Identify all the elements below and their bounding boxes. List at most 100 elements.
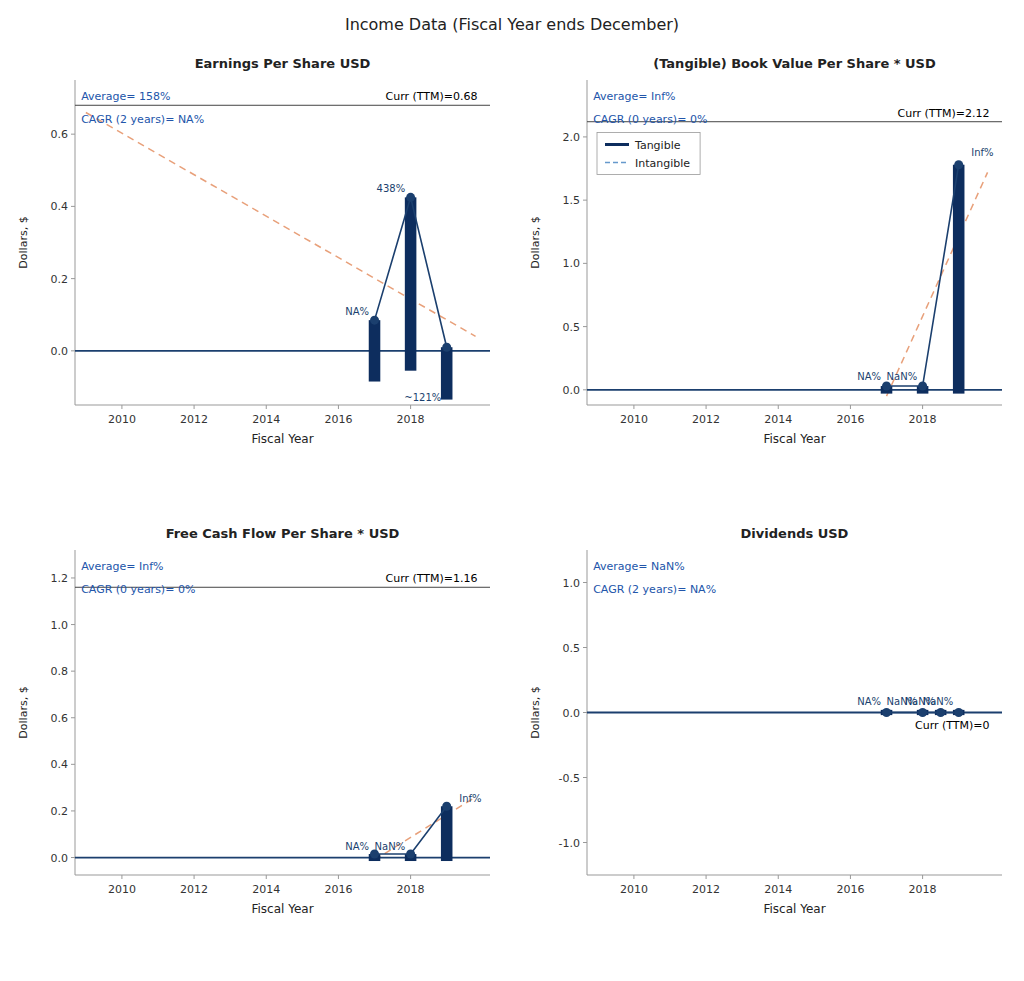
x-tick	[410, 405, 411, 409]
baseline	[75, 350, 490, 352]
y-tick	[71, 671, 75, 672]
y-axis-line	[75, 550, 76, 875]
stats-text: Average= 158%	[81, 90, 170, 103]
x-tick	[338, 875, 339, 879]
x-tick-label: 2016	[836, 413, 864, 426]
y-tick	[583, 389, 587, 390]
legend-label: Tangible	[634, 139, 681, 152]
y-tick	[583, 712, 587, 713]
y-tick	[71, 810, 75, 811]
bar	[405, 197, 417, 370]
y-tick-label: -0.5	[559, 772, 580, 785]
y-tick-label: 0.6	[51, 712, 69, 725]
current-label: Curr (TTM)=2.12	[898, 107, 990, 120]
y-tick-label: -1.0	[559, 837, 580, 850]
x-tick-label: 2018	[909, 413, 937, 426]
x-tick	[850, 875, 851, 879]
x-axis-label: Fiscal Year	[763, 432, 825, 446]
legend-label: Intangible	[635, 157, 690, 170]
bar	[953, 165, 965, 394]
x-axis-line	[75, 405, 490, 406]
point	[370, 316, 379, 325]
subplot: Dividends USD-1.0-0.50.00.51.02010201220…	[529, 526, 1002, 916]
x-tick-label: 2014	[764, 413, 792, 426]
layer-front	[882, 160, 963, 390]
y-tick	[71, 624, 75, 625]
y-axis-line	[587, 80, 588, 405]
x-tick-label: 2016	[324, 413, 352, 426]
layer-front	[882, 708, 963, 717]
layer-front	[370, 802, 451, 859]
plot-area	[75, 587, 490, 861]
y-tick	[71, 717, 75, 718]
layer-reference	[587, 122, 1002, 390]
subplot-title: (Tangible) Book Value Per Share * USD	[653, 56, 936, 71]
annotation: NaN%	[375, 841, 406, 852]
bar	[441, 347, 453, 399]
y-tick	[71, 350, 75, 351]
y-tick-label: 0.5	[563, 642, 581, 655]
point	[882, 382, 891, 391]
x-tick-label: 2018	[397, 413, 425, 426]
y-tick-label: 0.4	[51, 758, 69, 771]
point	[406, 850, 415, 859]
x-tick-label: 2010	[620, 883, 648, 896]
y-tick-label: 2.0	[563, 131, 581, 144]
x-tick	[633, 405, 634, 409]
x-tick	[850, 405, 851, 409]
y-axis-line	[75, 80, 76, 405]
x-tick	[633, 875, 634, 879]
y-tick-label: 0.0	[563, 707, 581, 720]
y-tick-label: 0.0	[563, 384, 581, 397]
x-axis-label: Fiscal Year	[763, 902, 825, 916]
annotation: NA%	[345, 841, 369, 852]
bar	[369, 320, 381, 381]
baseline	[587, 389, 1002, 391]
layer-bars	[369, 806, 453, 861]
point	[882, 708, 891, 717]
y-tick	[71, 857, 75, 858]
y-tick	[71, 206, 75, 207]
stats-text: CAGR (2 years)= NA%	[81, 113, 204, 126]
current-line	[75, 105, 490, 106]
point	[954, 160, 963, 169]
x-tick	[194, 875, 195, 879]
legend-swatch	[605, 143, 629, 146]
point	[954, 708, 963, 717]
y-tick	[583, 136, 587, 137]
x-tick	[266, 405, 267, 409]
plot-area	[587, 122, 1002, 396]
stats-text: CAGR (2 years)= NA%	[593, 583, 716, 596]
x-tick-label: 2012	[180, 883, 208, 896]
stats-text: Average= Inf%	[593, 90, 675, 103]
y-tick-label: 0.5	[563, 321, 581, 334]
stats-text: CAGR (0 years)= 0%	[81, 583, 195, 596]
layer-bars	[369, 197, 453, 399]
legend-frame	[597, 133, 700, 175]
x-tick	[121, 875, 122, 879]
baseline	[75, 857, 490, 859]
y-tick-label: 1.0	[51, 619, 69, 632]
trend-line	[887, 172, 988, 396]
x-tick-label: 2016	[836, 883, 864, 896]
stats-text: Average= NaN%	[593, 560, 685, 573]
annotation: Inf%	[459, 793, 481, 804]
x-tick	[706, 405, 707, 409]
x-tick-label: 2018	[909, 883, 937, 896]
point	[918, 382, 927, 391]
figure: Income Data (Fiscal Year ends December)E…	[0, 0, 1024, 981]
annotation: NA%	[857, 696, 881, 707]
y-tick	[583, 777, 587, 778]
annotation: 438%	[377, 183, 406, 194]
y-tick	[583, 842, 587, 843]
x-tick-label: 2010	[108, 413, 136, 426]
y-tick-label: 0.4	[51, 200, 69, 213]
x-tick-label: 2016	[324, 883, 352, 896]
annotation: NaN%	[923, 696, 954, 707]
subplot: Free Cash Flow Per Share * USD0.00.20.40…	[17, 526, 490, 916]
point	[406, 193, 415, 202]
layer-back	[375, 797, 476, 860]
x-tick-label: 2012	[692, 413, 720, 426]
y-tick	[71, 134, 75, 135]
annotation: NA%	[857, 371, 881, 382]
